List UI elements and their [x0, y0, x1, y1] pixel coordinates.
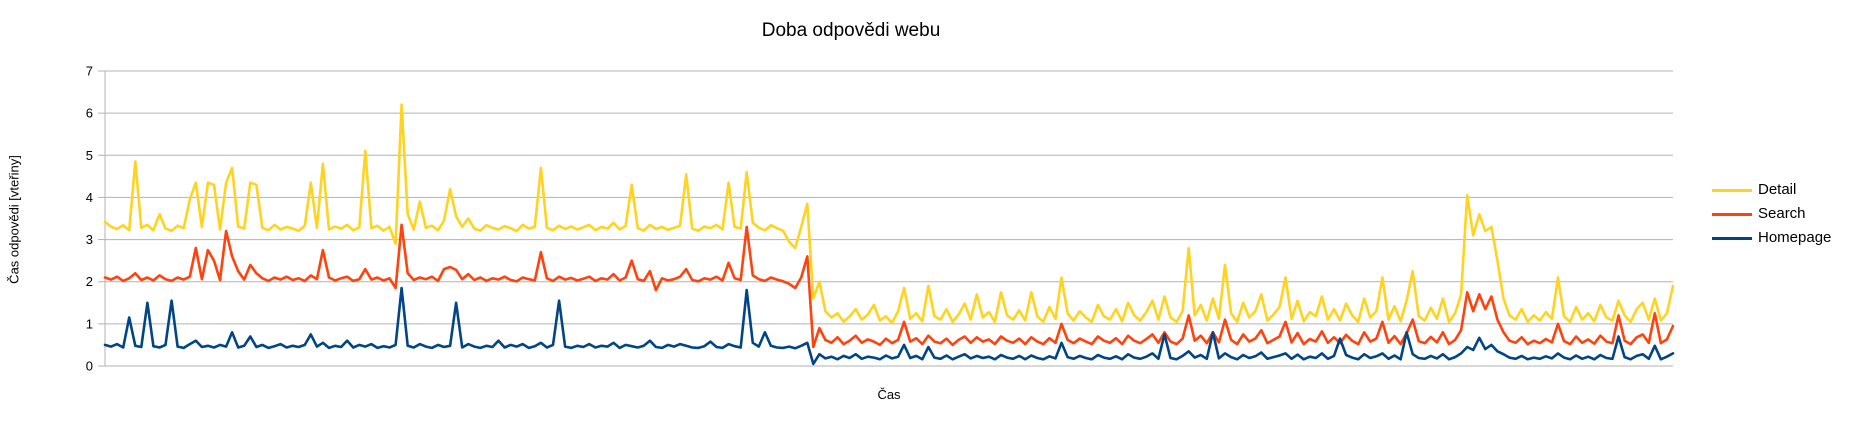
- detail-line-swatch-icon: [1712, 188, 1752, 192]
- y-tick-label-3: 3: [86, 232, 93, 247]
- y-tick-label-6: 6: [86, 106, 93, 121]
- y-tick-label-5: 5: [86, 148, 93, 163]
- y-tick-label-7: 7: [86, 64, 93, 79]
- series-line-detail: [103, 103, 1675, 325]
- y-tick-label-0: 0: [86, 359, 93, 374]
- legend: Detail Search Homepage: [1712, 182, 1831, 246]
- legend-label-detail: Detail: [1758, 181, 1797, 198]
- legend-item-homepage: Homepage: [1712, 230, 1831, 246]
- legend-item-search: Search: [1712, 206, 1831, 222]
- legend-item-detail: Detail: [1712, 182, 1831, 198]
- y-tick-label-4: 4: [86, 190, 93, 205]
- x-axis-title: Čas: [877, 387, 901, 402]
- legend-label-search: Search: [1758, 205, 1806, 222]
- chart-title: Doba odpovědi webu: [761, 20, 941, 41]
- legend-label-homepage: Homepage: [1758, 229, 1832, 246]
- series-line-search: [103, 223, 1675, 349]
- search-line-swatch-icon: [1712, 212, 1752, 216]
- y-tick-label-2: 2: [86, 274, 93, 289]
- y-tick-label-1: 1: [86, 316, 93, 331]
- series-line-homepage: [103, 286, 1675, 366]
- homepage-line-swatch-icon: [1712, 236, 1752, 240]
